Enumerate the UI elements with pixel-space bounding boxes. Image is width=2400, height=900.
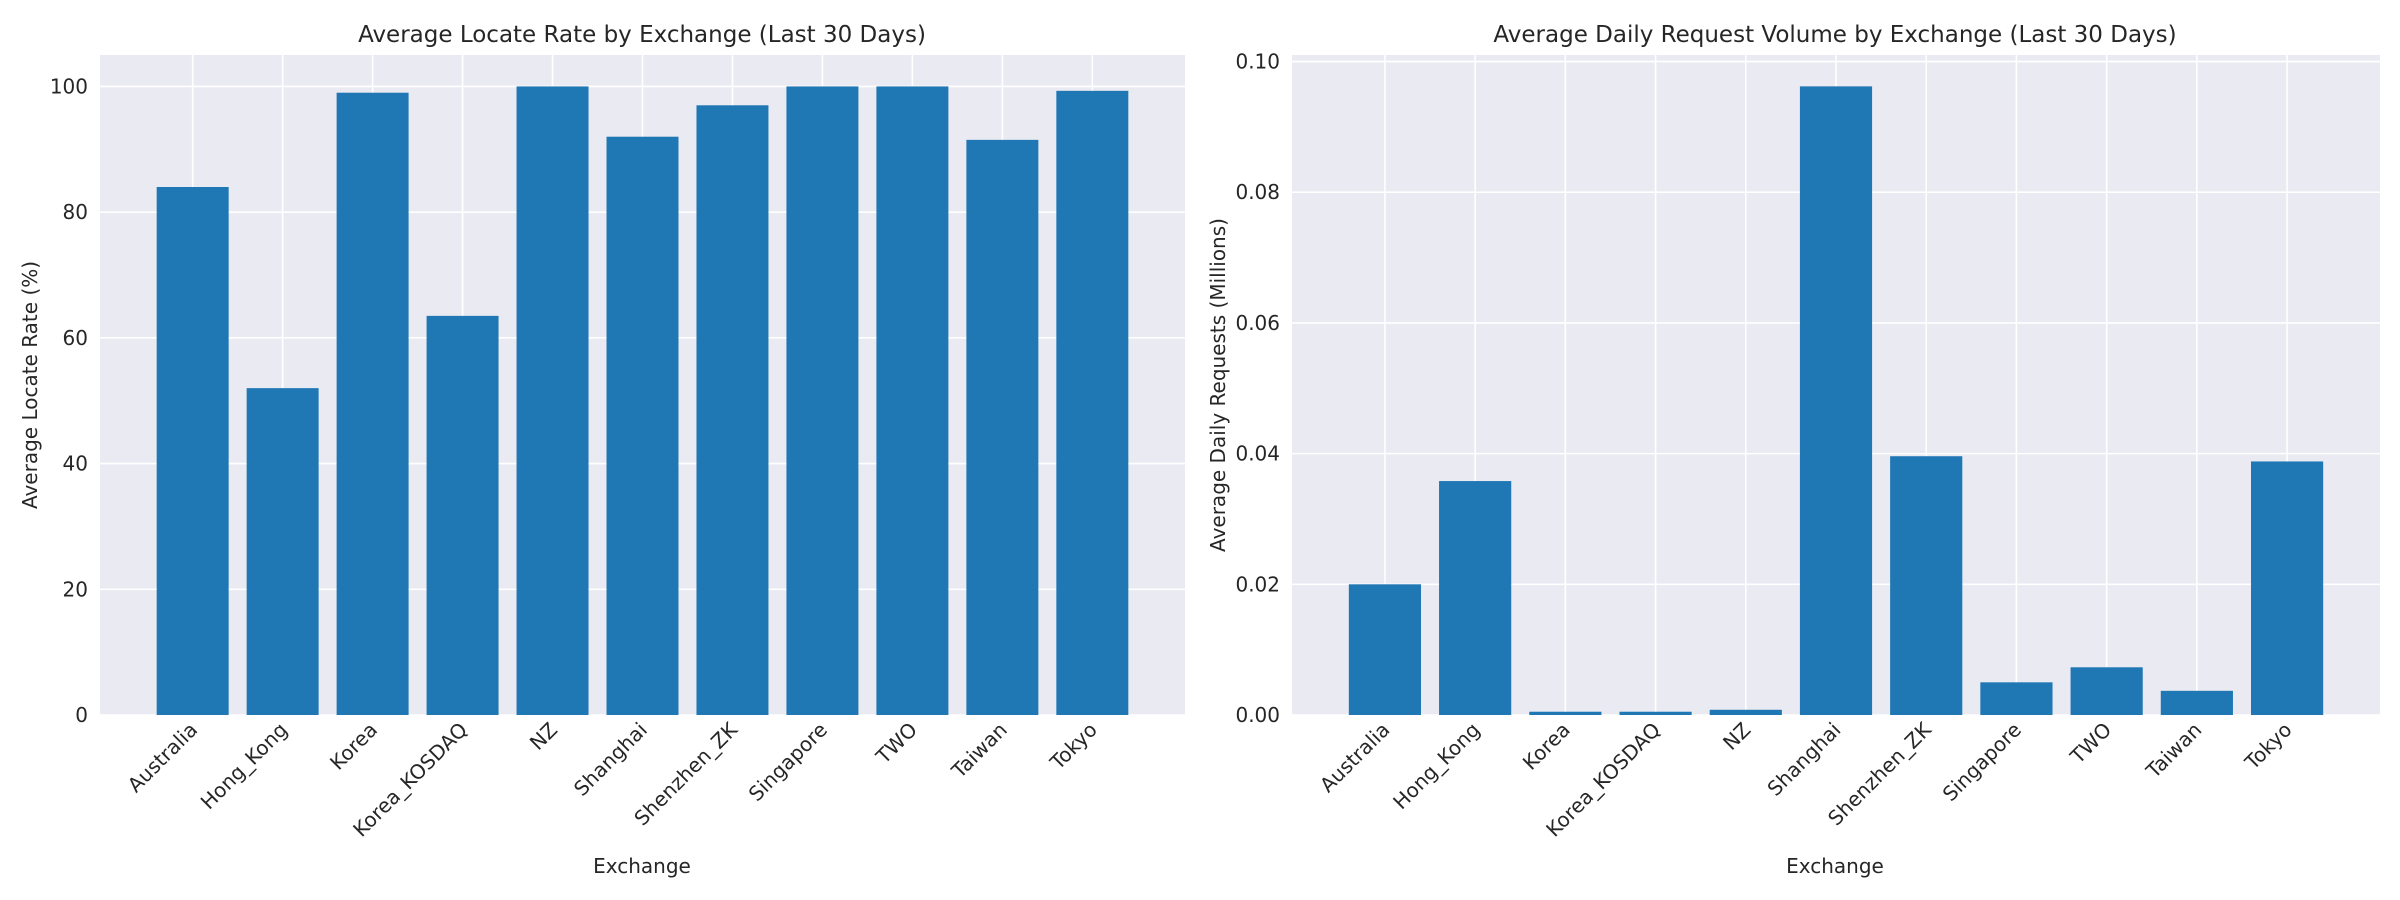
y-tick-label: 20 bbox=[63, 577, 88, 601]
x-tick-label: Taiwan bbox=[2141, 718, 2207, 784]
x-tick-label: Shanghai bbox=[569, 718, 652, 801]
bar-korea-kosdaq bbox=[1619, 711, 1692, 715]
y-tick-label: 40 bbox=[63, 452, 88, 476]
y-tick-label: 0.04 bbox=[1235, 442, 1280, 466]
x-tick-label: Korea bbox=[325, 718, 382, 775]
x-tick-label: NZ bbox=[1718, 718, 1755, 755]
x-tick-label: Australia bbox=[1315, 718, 1395, 798]
bar-singapore bbox=[1980, 682, 2053, 715]
x-tick-label: Singapore bbox=[744, 718, 832, 806]
y-tick-label: 0.10 bbox=[1235, 50, 1280, 74]
y-tick-label: 0 bbox=[75, 703, 88, 727]
x-tick-label: Tokyo bbox=[2239, 718, 2296, 775]
bar-shanghai bbox=[606, 136, 679, 715]
bar-tokyo bbox=[1056, 90, 1129, 716]
y-tick-label: 0.00 bbox=[1235, 703, 1280, 727]
bar-shenzhen-zk bbox=[1890, 456, 1963, 715]
bar-nz bbox=[1709, 709, 1782, 715]
chart-request-volume: 0.00 0.02 0.04 0.06 0.08 0.10 AustraliaHong_K… bbox=[1206, 22, 2380, 878]
bars bbox=[156, 86, 1129, 716]
bars bbox=[1348, 86, 2324, 715]
y-tick-label: 0.06 bbox=[1235, 311, 1280, 335]
bar-singapore bbox=[786, 86, 859, 715]
x-axis-label: Exchange bbox=[593, 854, 691, 878]
bar-australia bbox=[156, 187, 229, 715]
bar-taiwan bbox=[966, 139, 1039, 715]
x-tick-label: Hong_Kong bbox=[196, 718, 292, 814]
chart-title: Average Locate Rate by Exchange (Last 30… bbox=[358, 22, 926, 48]
x-tick-label: Singapore bbox=[1938, 718, 2026, 806]
x-tick-label: TWO bbox=[871, 718, 922, 769]
y-tick-label: 0.08 bbox=[1235, 180, 1280, 204]
x-tick-label: Tokyo bbox=[1045, 718, 1102, 775]
bar-nz bbox=[516, 86, 589, 715]
y-tick-label: 0.02 bbox=[1235, 572, 1280, 596]
x-tick-label: Taiwan bbox=[946, 718, 1012, 784]
bar-hong-kong bbox=[1439, 481, 1512, 715]
x-axis-label: Exchange bbox=[1786, 854, 1884, 878]
bar-australia bbox=[1348, 584, 1422, 715]
bar-korea bbox=[336, 92, 409, 715]
bar-two bbox=[2070, 667, 2143, 715]
x-tick-label: TWO bbox=[2065, 718, 2116, 769]
bar-two bbox=[876, 86, 949, 715]
y-tick-label: 80 bbox=[63, 200, 88, 224]
y-axis-label: Average Daily Requests (Millions) bbox=[1206, 218, 1230, 552]
bar-korea bbox=[1529, 711, 1602, 715]
x-tick-label: Australia bbox=[123, 718, 203, 798]
y-tick-label: 60 bbox=[63, 326, 88, 350]
x-tick-label: NZ bbox=[525, 718, 562, 755]
y-axis-label: Average Locate Rate (%) bbox=[18, 261, 42, 509]
bar-taiwan bbox=[2160, 690, 2233, 715]
x-tick-label: Hong_Kong bbox=[1388, 718, 1484, 814]
chart-title: Average Daily Request Volume by Exchange… bbox=[1493, 22, 2176, 48]
bar-shanghai bbox=[1799, 86, 1873, 715]
bar-shenzhen-zk bbox=[696, 105, 769, 716]
bar-tokyo bbox=[2250, 461, 2324, 715]
y-tick-labels: 0 20 40 60 80 100 bbox=[50, 74, 88, 727]
x-tick-label: Korea bbox=[1518, 718, 1575, 775]
bar-korea-kosdaq bbox=[426, 315, 499, 715]
bar-hong-kong bbox=[246, 388, 319, 715]
y-tick-label: 100 bbox=[50, 74, 88, 98]
x-tick-label: Shanghai bbox=[1762, 718, 1845, 801]
y-tick-labels: 0.00 0.02 0.04 0.06 0.08 0.10 bbox=[1235, 50, 1280, 727]
